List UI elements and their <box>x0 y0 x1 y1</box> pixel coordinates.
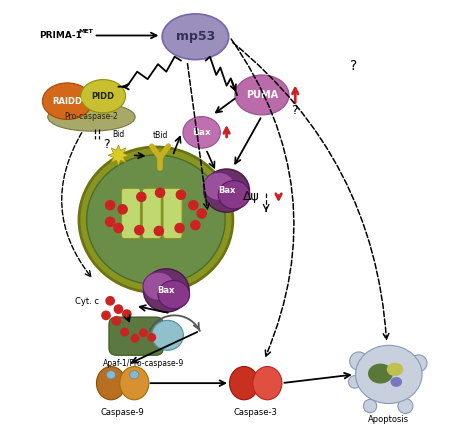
Ellipse shape <box>87 155 225 285</box>
Ellipse shape <box>235 75 289 115</box>
Ellipse shape <box>387 363 403 376</box>
Text: Caspase-9: Caspase-9 <box>101 408 145 417</box>
Text: PUMA: PUMA <box>246 90 278 100</box>
Circle shape <box>410 355 427 371</box>
FancyBboxPatch shape <box>109 317 164 355</box>
Polygon shape <box>108 145 129 166</box>
Ellipse shape <box>130 371 139 379</box>
FancyBboxPatch shape <box>121 188 140 239</box>
Circle shape <box>106 217 115 226</box>
Ellipse shape <box>183 117 220 148</box>
Ellipse shape <box>144 269 189 312</box>
Circle shape <box>106 201 115 210</box>
Circle shape <box>155 188 164 197</box>
Circle shape <box>137 192 146 201</box>
Text: ?: ? <box>103 138 109 150</box>
Text: ?: ? <box>350 59 357 73</box>
Text: RAIDD: RAIDD <box>52 97 82 106</box>
Circle shape <box>140 329 147 337</box>
Text: PIDD: PIDD <box>91 92 115 101</box>
Circle shape <box>148 334 155 341</box>
Ellipse shape <box>229 366 259 400</box>
Circle shape <box>154 226 164 236</box>
Text: Bax: Bax <box>192 128 211 137</box>
Circle shape <box>112 317 120 325</box>
Ellipse shape <box>219 181 250 209</box>
FancyBboxPatch shape <box>163 188 182 239</box>
Text: Bid: Bid <box>112 130 125 139</box>
Circle shape <box>118 205 127 214</box>
Ellipse shape <box>107 371 116 379</box>
Text: Bax: Bax <box>218 186 235 195</box>
Ellipse shape <box>48 103 135 131</box>
Circle shape <box>102 311 110 320</box>
Circle shape <box>398 399 413 414</box>
Ellipse shape <box>152 320 183 350</box>
Ellipse shape <box>79 147 233 293</box>
FancyBboxPatch shape <box>142 188 161 239</box>
Circle shape <box>197 209 206 218</box>
Circle shape <box>364 399 377 413</box>
Text: Pro-caspase-2: Pro-caspase-2 <box>64 112 118 121</box>
Circle shape <box>114 305 123 313</box>
Text: Bax: Bax <box>158 286 175 295</box>
Ellipse shape <box>356 345 422 403</box>
Circle shape <box>191 221 200 230</box>
Text: mp53: mp53 <box>176 30 215 43</box>
Circle shape <box>123 310 131 318</box>
Ellipse shape <box>120 366 149 400</box>
Circle shape <box>189 201 198 210</box>
Circle shape <box>176 190 185 199</box>
Ellipse shape <box>253 366 282 400</box>
Circle shape <box>135 225 144 235</box>
Circle shape <box>175 224 184 233</box>
Ellipse shape <box>81 80 126 113</box>
Circle shape <box>106 296 114 305</box>
Circle shape <box>121 328 128 336</box>
Ellipse shape <box>391 377 402 387</box>
Circle shape <box>114 224 123 233</box>
Ellipse shape <box>158 280 190 309</box>
Ellipse shape <box>143 272 174 300</box>
Text: Cyt. c: Cyt. c <box>74 297 99 306</box>
Text: tBid: tBid <box>152 131 168 140</box>
Text: MET: MET <box>78 29 93 34</box>
Circle shape <box>350 352 368 370</box>
Circle shape <box>348 376 361 388</box>
Text: Δψ: Δψ <box>243 190 260 202</box>
Ellipse shape <box>42 83 92 120</box>
Ellipse shape <box>162 14 228 60</box>
Circle shape <box>131 334 139 342</box>
Text: ?: ? <box>291 104 298 117</box>
Ellipse shape <box>203 172 235 201</box>
Ellipse shape <box>204 169 249 212</box>
Text: Caspase-3: Caspase-3 <box>234 408 278 417</box>
Text: PRIMA-1: PRIMA-1 <box>39 31 82 40</box>
Text: Apaf-1/Pro-caspase-9: Apaf-1/Pro-caspase-9 <box>103 359 184 368</box>
Ellipse shape <box>368 364 393 383</box>
Text: Apoptosis: Apoptosis <box>368 415 410 424</box>
Ellipse shape <box>96 366 126 400</box>
